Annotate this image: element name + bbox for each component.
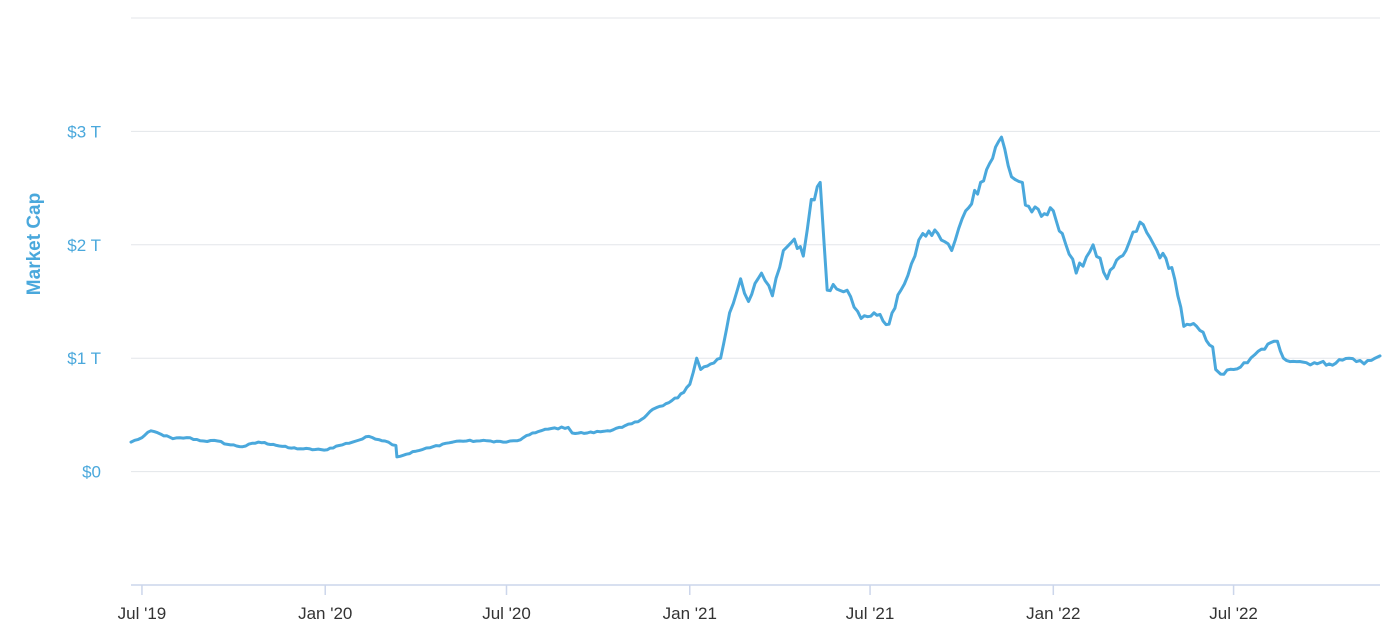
series-layer [129,135,1382,459]
x-tick-label: Jul '21 [846,604,895,623]
y-tick-label: $2 T [67,236,101,255]
x-tick-label: Jan '21 [663,604,717,623]
y-tick-label: $0 [82,463,101,482]
x-tick-label: Jul '19 [118,604,167,623]
x-tick-label: Jan '22 [1026,604,1080,623]
y-axis-ticks: $0 $1 T $2 T $3 T [67,122,101,481]
x-tick-label: Jan '20 [298,604,352,623]
x-tick-label: Jul '22 [1209,604,1258,623]
market-cap-line [129,135,1382,459]
gridlines [131,17,1380,473]
x-axis: Jul '19 Jan '20 Jul '20 Jan '21 Jul '21 Jan '… [118,584,1380,623]
y-axis-label: Market Cap [24,193,45,295]
x-tick-label: Jul '20 [482,604,531,623]
y-tick-label: $3 T [67,122,101,141]
y-tick-label: $1 T [67,349,101,368]
